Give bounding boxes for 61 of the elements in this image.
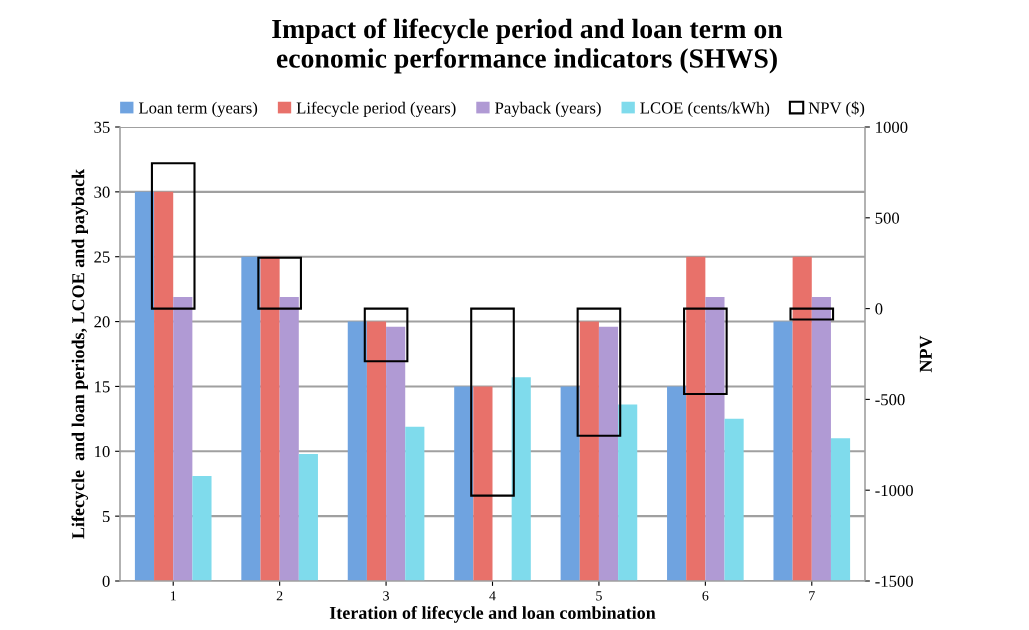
- legend-label: Loan term (years): [138, 101, 258, 117]
- bar: [724, 418, 744, 581]
- bar: [618, 404, 638, 581]
- y2-tick-label: -1500: [875, 575, 913, 587]
- y2-tick-label: 500: [875, 212, 900, 224]
- bar: [257, 256, 302, 310]
- bar: [789, 307, 835, 321]
- chart-title: Impact of lifecycle period and loan term on economic performance indicators (SHWS): [272, 18, 783, 74]
- x-tick-label: 7: [809, 591, 815, 601]
- y-axis-title: Lifecycle and loan periods, LCOE and payback: [71, 168, 89, 539]
- bar: [705, 296, 725, 581]
- y2-tick-label: 0: [875, 303, 883, 315]
- bar: [298, 453, 318, 581]
- bar: [686, 256, 706, 581]
- x-tick-label: 5: [596, 591, 602, 601]
- y2-axis-title: NPV: [919, 335, 932, 373]
- x-tick-label: 2: [276, 591, 283, 601]
- legend-label: Lifecycle period (years): [296, 101, 456, 117]
- bar: [347, 321, 367, 581]
- bar: [792, 256, 812, 581]
- y-tick-label: 20: [94, 316, 110, 328]
- bar: [598, 326, 619, 581]
- bar: [773, 321, 793, 581]
- y-tick-label: 0: [102, 575, 110, 587]
- y-tick-label: 30: [94, 186, 110, 198]
- y2-tick-label: -1000: [875, 484, 913, 497]
- bar: [473, 386, 493, 581]
- bar: [363, 307, 409, 363]
- bar: [811, 296, 831, 581]
- legend-label: NPV ($): [808, 101, 865, 117]
- bar: [560, 386, 580, 581]
- bar: [279, 296, 299, 581]
- x-tick-label: 1: [170, 591, 176, 601]
- bar: [511, 377, 531, 581]
- bar: [386, 326, 406, 581]
- y2-tick-label: -500: [875, 394, 905, 406]
- bar: [667, 386, 687, 581]
- bar: [192, 475, 212, 581]
- y-tick-label: 10: [95, 445, 110, 458]
- y2-tick-label: 1000: [876, 121, 908, 133]
- bar: [134, 191, 155, 581]
- bar: [366, 321, 387, 581]
- bar: [683, 307, 728, 395]
- bar: [405, 426, 425, 581]
- legend-label: LCOE (cents/kWh): [640, 101, 770, 117]
- x-axis-title: Iteration of lifecycle and loan combination: [329, 606, 656, 623]
- x-tick-label: 4: [489, 591, 496, 601]
- bar: [241, 256, 261, 581]
- bar: [154, 191, 174, 581]
- x-tick-label: 6: [702, 591, 709, 601]
- y-tick-label: 15: [95, 381, 110, 393]
- x-tick-label: 3: [383, 591, 389, 601]
- legend-label: Payback (years): [495, 101, 601, 117]
- bar: [173, 296, 193, 581]
- y-tick-label: 25: [94, 251, 110, 263]
- y-tick-label: 35: [94, 121, 110, 133]
- bar: [260, 256, 280, 581]
- bar: [830, 438, 851, 581]
- y-tick-label: 5: [102, 511, 110, 523]
- bar: [579, 321, 599, 581]
- bar: [454, 386, 474, 581]
